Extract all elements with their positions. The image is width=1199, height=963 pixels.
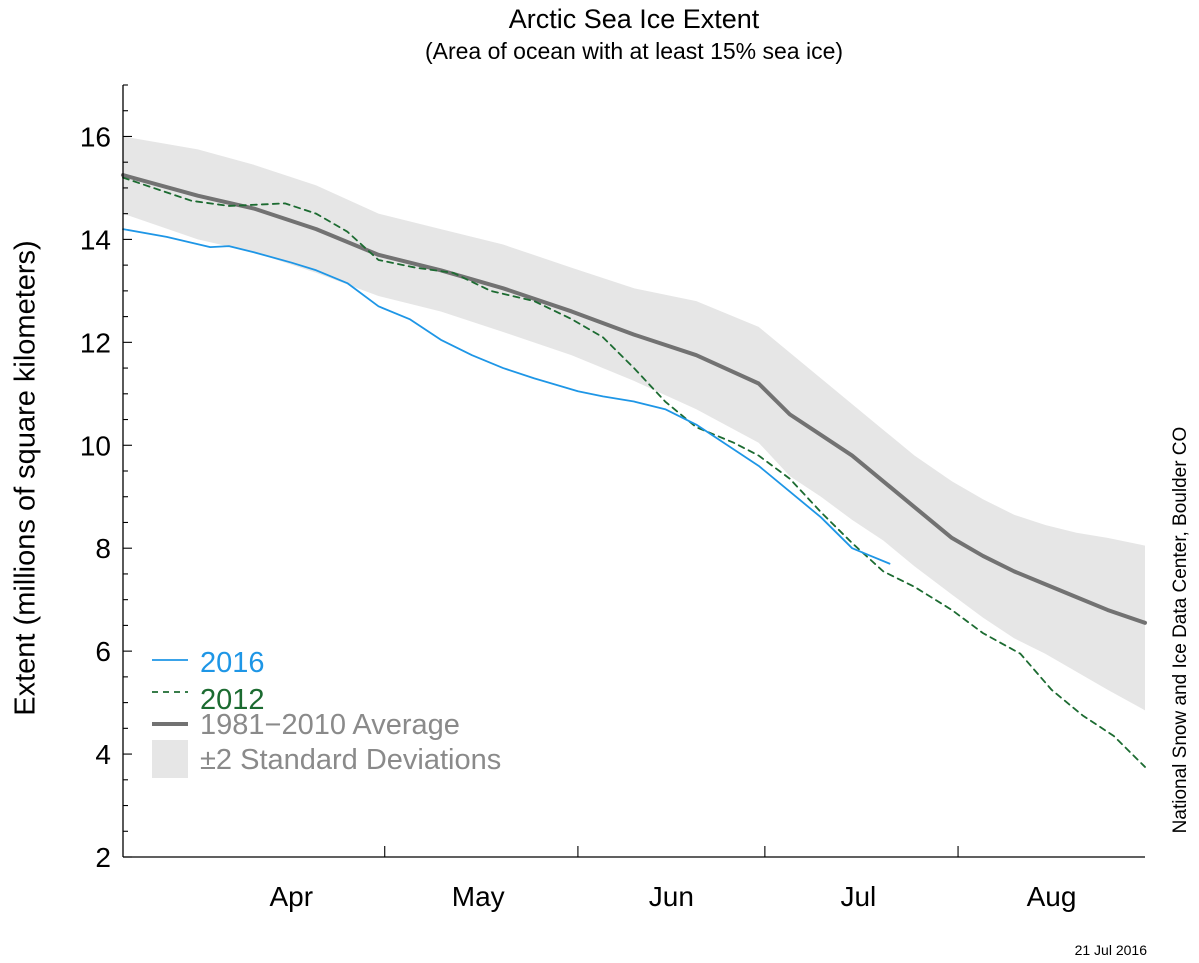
y-tick-label: 10: [80, 430, 111, 461]
date-stamp: 21 Jul 2016: [1074, 942, 1147, 958]
y-axis-label: Extent (millions of square kilometers): [9, 240, 42, 716]
legend-label-2016: 2016: [200, 647, 265, 679]
legend-swatch-std-dev: [152, 740, 188, 778]
axes-layer: 2 4 6 8 10 12 14 16 Apr May Jun Jul Aug: [80, 84, 1145, 912]
y-tick-label: 14: [80, 224, 111, 255]
legend-label-2012: 2012: [200, 684, 265, 716]
series-layer: [121, 173, 1147, 768]
x-tick-label-apr: Apr: [269, 881, 313, 912]
y-tick-label: 2: [95, 842, 111, 873]
source-credit: National Snow and Ice Data Center, Bould…: [1170, 426, 1191, 834]
series-2012-line: [122, 176, 1146, 768]
chart-title: Arctic Sea Ice Extent: [508, 4, 760, 34]
y-tick-label: 12: [80, 327, 111, 358]
y-tick-label: 8: [95, 533, 111, 564]
x-tick-label-may: May: [452, 881, 505, 912]
y-tick-label: 16: [80, 121, 111, 152]
legend-swatches: [152, 659, 188, 778]
x-tick-label-jul: Jul: [840, 881, 876, 912]
std-dev-band-layer: [123, 136, 1145, 711]
legend-label-average: 1981−2010 Average: [200, 709, 460, 741]
std-dev-band: [123, 136, 1145, 711]
y-tick-label: 4: [95, 739, 111, 770]
legend-label-std-dev: ±2 Standard Deviations: [200, 744, 502, 776]
series-2016-line: [122, 228, 891, 565]
y-tick-label: 6: [95, 636, 111, 667]
x-tick-label-jun: Jun: [649, 881, 694, 912]
x-tick-label-aug: Aug: [1027, 881, 1077, 912]
series-average-line: [121, 173, 1147, 625]
chart-subtitle: (Area of ocean with at least 15% sea ice…: [424, 38, 844, 64]
